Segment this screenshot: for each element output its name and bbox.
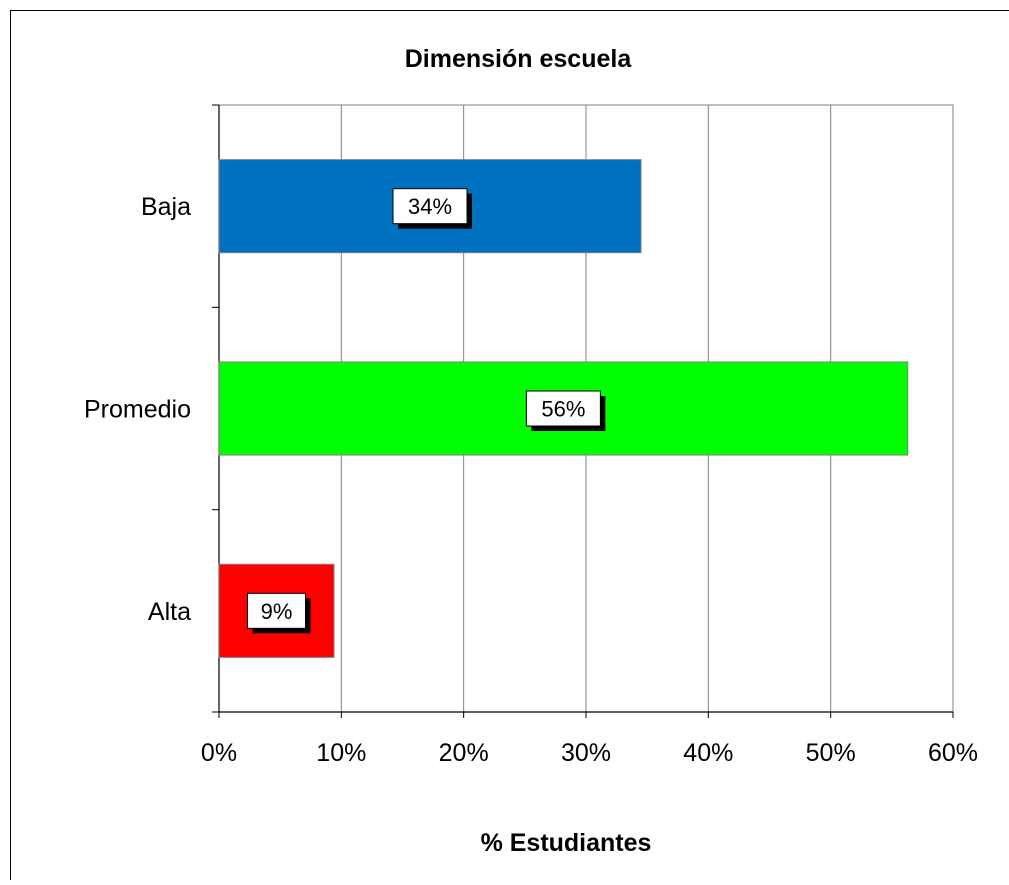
data-label: 34% [408, 194, 452, 219]
x-tick-label: 30% [561, 739, 611, 767]
x-tick-label: 20% [439, 739, 489, 767]
y-category-label: Promedio [84, 396, 191, 424]
y-category-label: Baja [141, 193, 191, 221]
y-category-label: Alta [148, 598, 191, 626]
plot-area: 0% 10% 20% 30% 40% 50% 60% Baja 34% Promedio 56% Al… [84, 104, 978, 767]
x-tick-label: 10% [316, 739, 366, 767]
x-tick-label: 50% [806, 739, 856, 767]
data-label-box [246, 592, 306, 629]
data-label-box [525, 390, 601, 427]
chart-svg: Dimensión escuela 0% 10% 20% 30% 40% 50% 60% Ba… [84, 45, 978, 857]
data-label: 56% [541, 397, 585, 422]
data-label-box [392, 188, 468, 225]
data-label: 9% [261, 599, 293, 624]
chart-title: Dimensión escuela [405, 45, 633, 73]
x-tick-label: 40% [683, 739, 733, 767]
x-tick-label: 0% [201, 739, 237, 767]
chart-frame: Dimensión escuela 0% 10% 20% 30% 40% 50% 60% Ba… [10, 10, 1009, 880]
x-tick-label: 60% [928, 739, 978, 767]
x-axis-title: % Estudiantes [481, 829, 652, 857]
